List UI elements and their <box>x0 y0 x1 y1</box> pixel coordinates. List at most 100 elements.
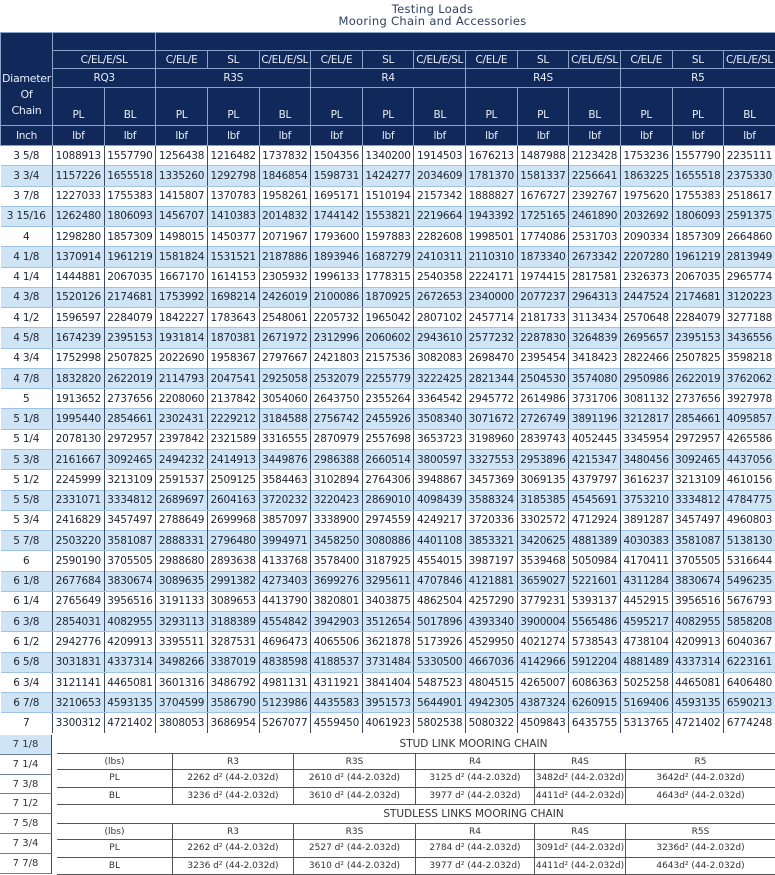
load-value-cell: 2255779 <box>362 368 414 388</box>
load-value-cell: 3586790 <box>207 693 259 713</box>
load-value-cell: 2447524 <box>620 287 672 307</box>
load-value-cell: 2950986 <box>620 368 672 388</box>
load-value-cell: 5169406 <box>620 693 672 713</box>
load-value-cell: 2972957 <box>672 429 724 449</box>
load-value-cell: 4707846 <box>414 571 466 591</box>
load-value-cell: 1870925 <box>362 287 414 307</box>
load-value-cell: 1157226 <box>53 166 105 186</box>
load-value-cell: 4337314 <box>104 652 156 672</box>
load-value-cell: 2764306 <box>362 470 414 490</box>
load-value-cell: 1975620 <box>620 186 672 206</box>
load-value-cell: 1655518 <box>104 166 156 186</box>
load-value-cell: 2557698 <box>362 429 414 449</box>
load-value-cell: 2591375 <box>724 206 775 226</box>
load-value-cell: 4337314 <box>672 652 724 672</box>
unit-lbf: lbf <box>259 126 311 146</box>
diameter-cell: 5 3/8 <box>1 449 53 469</box>
page-title: Testing Loads Mooring Chain and Accessor… <box>90 3 775 27</box>
load-value-cell: 3264839 <box>569 328 621 348</box>
load-value-cell: 4098439 <box>414 490 466 510</box>
unit-lbf: lbf <box>466 126 518 146</box>
load-value-cell: 2256641 <box>569 166 621 186</box>
load-value-cell: 4593135 <box>104 693 156 713</box>
load-value-cell: 4721402 <box>104 713 156 733</box>
load-value-cell: 4401108 <box>414 531 466 551</box>
formula-cell: 3091d² (44-2.032d) <box>534 840 625 856</box>
load-value-cell: 1753236 <box>620 146 672 166</box>
load-value-cell: 3508340 <box>414 409 466 429</box>
load-value-cell: 1262480 <box>53 206 105 226</box>
load-value-cell: 4529950 <box>466 632 518 652</box>
load-value-cell: 3364542 <box>414 389 466 409</box>
load-value-cell: 3841404 <box>362 672 414 692</box>
load-value-cell: 1793600 <box>311 227 363 247</box>
load-value-cell: 1783643 <box>207 308 259 328</box>
load-value-cell: 3213109 <box>672 470 724 490</box>
load-value-cell: 1370914 <box>53 247 105 267</box>
load-value-cell: 1415807 <box>156 186 208 206</box>
load-value-cell: 3820801 <box>311 591 363 611</box>
load-value-cell: 2157536 <box>362 348 414 368</box>
load-value-cell: 4265007 <box>517 672 569 692</box>
load-value-cell: 3588324 <box>466 490 518 510</box>
diameter-cell: 7 3/8 <box>0 775 52 795</box>
load-value-cell: 2375330 <box>724 166 775 186</box>
load-value-cell: 2671972 <box>259 328 311 348</box>
chain-type-header: C/EL/E <box>466 51 518 69</box>
diameter-cell: 4 7/8 <box>1 368 53 388</box>
load-value-cell: 2822466 <box>620 348 672 368</box>
load-value-cell: 4465081 <box>672 672 724 692</box>
load-value-cell: 3616237 <box>620 470 672 490</box>
load-value-cell: 2504530 <box>517 368 569 388</box>
load-value-cell: 3102894 <box>311 470 363 490</box>
load-value-cell: 5393137 <box>569 591 621 611</box>
load-value-cell: 2100086 <box>311 287 363 307</box>
load-value-cell: 4554842 <box>259 612 311 632</box>
load-value-cell: 1995440 <box>53 409 105 429</box>
load-value-cell: 2205732 <box>311 308 363 328</box>
load-value-cell: 3994971 <box>259 531 311 551</box>
load-value-cell: 2494232 <box>156 449 208 469</box>
load-value-cell: 3327553 <box>466 449 518 469</box>
load-value-cell: 1943392 <box>466 206 518 226</box>
diameter-cell: 5 1/2 <box>1 470 53 490</box>
load-value-cell: 3857097 <box>259 510 311 530</box>
load-value-cell: 3830674 <box>672 571 724 591</box>
unit-lbf: lbf <box>311 126 363 146</box>
load-value-cell: 1597883 <box>362 227 414 247</box>
load-value-cell: 2219664 <box>414 206 466 226</box>
load-value-cell: 1863225 <box>620 166 672 186</box>
load-value-cell: 1893946 <box>311 247 363 267</box>
diameter-cell: 5 <box>1 389 53 409</box>
load-value-cell: 5050984 <box>569 551 621 571</box>
load-value-cell: 1698214 <box>207 287 259 307</box>
grade-header: RQ3 <box>53 69 156 88</box>
load-value-cell: 3185385 <box>517 490 569 510</box>
load-value-cell: 1256438 <box>156 146 208 166</box>
load-value-cell: 4311284 <box>620 571 672 591</box>
load-value-cell: 2590190 <box>53 551 105 571</box>
load-value-cell: 1781370 <box>466 166 518 186</box>
chain-type-header: C/EL/E/SL <box>724 51 775 69</box>
grade-header: R4 <box>415 824 534 839</box>
load-value-cell: 1444881 <box>53 267 105 287</box>
load-value-cell: 2614986 <box>517 389 569 409</box>
load-value-cell: 2416829 <box>53 510 105 530</box>
load-value-cell: 5025258 <box>620 672 672 692</box>
load-value-cell: 6260915 <box>569 693 621 713</box>
load-value-cell: 5080322 <box>466 713 518 733</box>
load-type-header: BL <box>104 88 156 126</box>
load-value-cell: 2392767 <box>569 186 621 206</box>
load-value-cell: 1676727 <box>517 186 569 206</box>
load-value-cell: 5221601 <box>569 571 621 591</box>
load-value-cell: 3210653 <box>53 693 105 713</box>
load-value-cell: 1846854 <box>259 166 311 186</box>
load-value-cell: 4881389 <box>569 531 621 551</box>
load-value-cell: 3082083 <box>414 348 466 368</box>
load-value-cell: 4265586 <box>724 429 775 449</box>
load-value-cell: 1520126 <box>53 287 105 307</box>
load-value-cell: 3704599 <box>156 693 208 713</box>
